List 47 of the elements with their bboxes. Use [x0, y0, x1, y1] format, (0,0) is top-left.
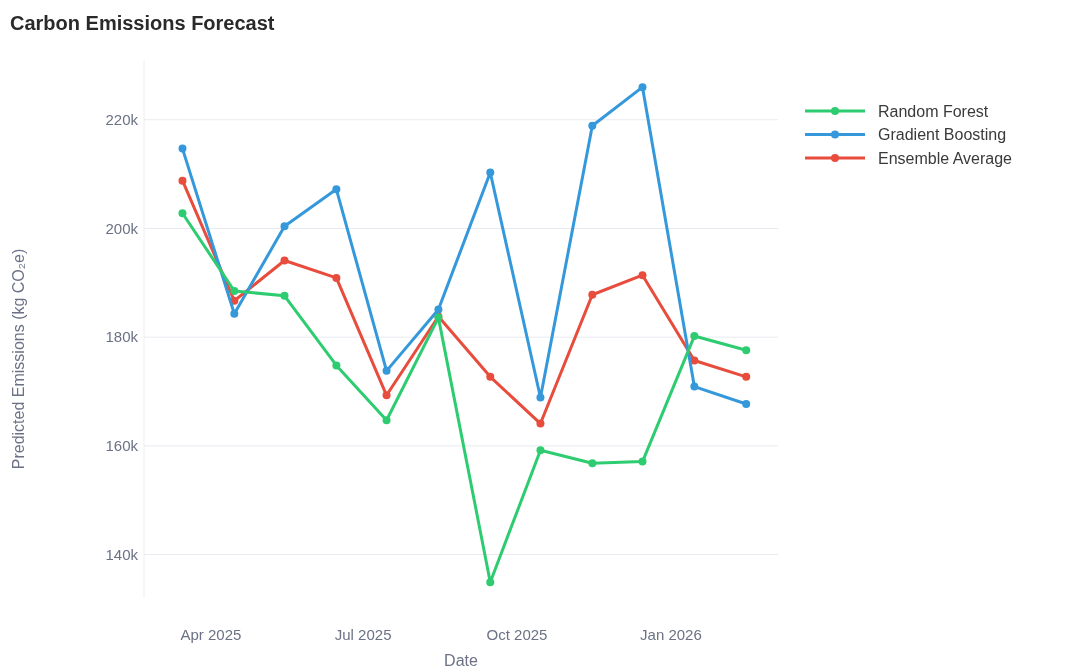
- point: [434, 305, 443, 314]
- point: [280, 256, 289, 265]
- point: [638, 271, 647, 280]
- point: [178, 209, 187, 218]
- point: [486, 372, 495, 381]
- point: [382, 366, 391, 375]
- y-tick-label: 160k: [105, 437, 139, 455]
- y-tick-label: 180k: [105, 328, 139, 346]
- y-tick-label: 220k: [105, 111, 139, 129]
- y-axis-title: Predicted Emissions (kg CO₂e): [10, 248, 27, 470]
- y-tick-label: 140k: [105, 545, 139, 563]
- point: [382, 416, 391, 425]
- y-tick-label: 200k: [105, 219, 139, 237]
- point: [536, 446, 545, 455]
- point: [638, 457, 647, 466]
- point: [280, 222, 289, 231]
- point: [690, 382, 699, 391]
- point: [486, 168, 495, 177]
- point: [486, 578, 495, 587]
- point: [536, 419, 545, 428]
- point: [178, 144, 187, 153]
- point: [332, 361, 341, 370]
- chart-title: Carbon Emissions Forecast: [10, 12, 275, 34]
- point: [536, 393, 545, 402]
- x-tick-label: Jul 2025: [334, 626, 392, 643]
- legend-label: Gradient Boosting: [878, 126, 1007, 144]
- point: [742, 372, 751, 381]
- point: [588, 459, 597, 468]
- point: [230, 309, 239, 318]
- point: [690, 332, 699, 341]
- x-axis-title: Date: [444, 652, 478, 669]
- point: [280, 291, 289, 300]
- x-tick-label: Jan 2026: [640, 626, 702, 643]
- point: [588, 290, 597, 299]
- x-tick-label: Oct 2025: [486, 626, 548, 643]
- legend-label: Random Forest: [878, 102, 989, 120]
- x-tick-label: Apr 2025: [180, 626, 242, 643]
- point: [332, 273, 341, 282]
- point: [382, 391, 391, 400]
- point: [332, 185, 341, 194]
- point: [742, 346, 751, 355]
- point: [230, 286, 239, 295]
- legend-label: Ensemble Average: [878, 149, 1013, 167]
- point: [588, 121, 597, 130]
- point: [742, 399, 751, 408]
- point: [638, 83, 647, 92]
- point: [178, 176, 187, 185]
